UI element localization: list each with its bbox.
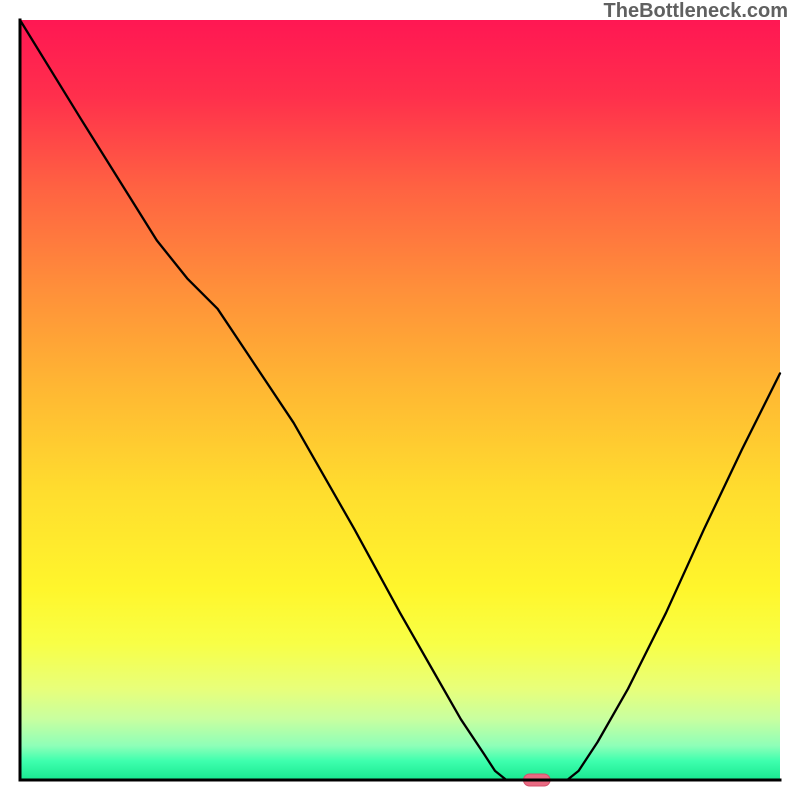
attribution-label: TheBottleneck.com	[604, 0, 788, 23]
gradient-background	[20, 20, 780, 780]
chart-container: TheBottleneck.com	[0, 0, 800, 800]
bottleneck-chart	[0, 0, 800, 800]
